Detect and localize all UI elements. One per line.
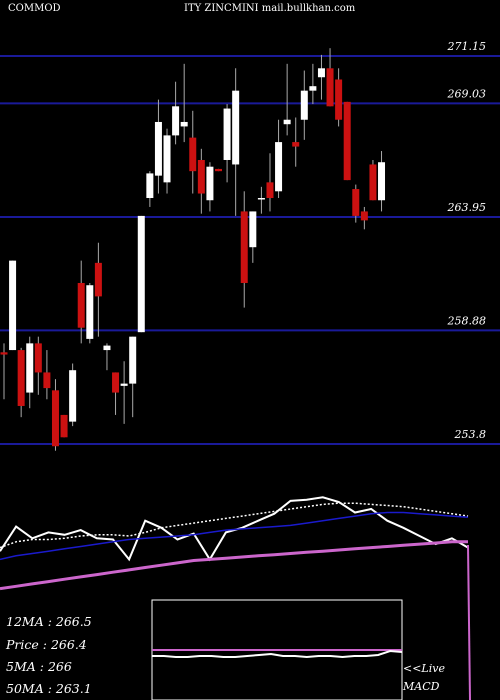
candle-down — [335, 79, 343, 120]
candle-up — [275, 142, 283, 192]
candle-down — [0, 352, 8, 355]
candle-down — [60, 414, 68, 438]
candle-up — [154, 121, 162, 176]
candle-up — [180, 121, 188, 127]
candle-up — [103, 345, 111, 351]
macd-panel — [151, 599, 403, 700]
candle-up — [206, 166, 214, 201]
candle-up — [378, 162, 386, 201]
chart-title-right: ITY ZINCMINI mail.bullkhan.com — [184, 3, 356, 14]
candle-down — [43, 372, 51, 389]
candle-down — [352, 189, 360, 216]
candle-up — [69, 370, 77, 422]
candle-up — [146, 173, 154, 199]
candle-down — [240, 211, 248, 283]
candle-up — [317, 68, 325, 78]
price-axis-labels: 271.15 269.03 263.95 258.88 253.8 — [447, 40, 487, 441]
candle-up — [9, 260, 17, 351]
candle-up — [86, 285, 94, 339]
candle-down — [77, 282, 85, 328]
candle-up — [26, 343, 34, 393]
candle-down — [266, 182, 274, 199]
candle-down — [369, 164, 377, 201]
candle-down — [189, 137, 197, 172]
candle-up — [249, 211, 257, 248]
indicator-line-ma-fast — [0, 502, 469, 549]
candle-up — [223, 108, 231, 160]
indicator-line-ma-slow — [0, 540, 468, 591]
candle-up — [283, 119, 291, 125]
candle-up — [172, 106, 180, 136]
candle-up — [232, 90, 240, 165]
candlestick-series — [0, 48, 386, 451]
candle-up — [129, 336, 137, 384]
stat-ma50: 50MA : 263.1 — [6, 681, 92, 696]
candle-down — [34, 343, 42, 373]
candle-down — [326, 68, 334, 107]
stat-ma5: 5MA : 266 — [6, 659, 72, 674]
indicator-drop-line — [467, 544, 471, 700]
candle-up — [120, 383, 128, 386]
indicator-line-ma-mid — [0, 511, 469, 561]
macd-label: <<Live MACD — [403, 662, 445, 693]
candle-up — [257, 198, 265, 200]
indicator-line-price — [0, 496, 469, 562]
candle-up — [137, 215, 145, 333]
candle-down — [292, 142, 300, 147]
stat-ma12: 12MA : 266.5 — [6, 614, 92, 629]
candle-down — [215, 168, 222, 172]
indicator-panel — [0, 496, 471, 700]
price-tick-label: 253.8 — [454, 428, 487, 441]
price-tick-label: 258.88 — [447, 314, 487, 327]
candle-down — [51, 390, 59, 447]
candle-down — [343, 101, 351, 181]
price-tick-label: 269.03 — [447, 87, 487, 100]
chart-title-left: COMMOD — [8, 3, 61, 14]
stat-price: Price : 266.4 — [6, 637, 87, 652]
price-tick-label: 271.15 — [447, 40, 487, 53]
candle-down — [360, 211, 368, 221]
candle-up — [163, 135, 171, 183]
price-tick-label: 263.95 — [447, 201, 487, 214]
candle-down — [112, 372, 120, 393]
candle-down — [94, 262, 102, 297]
candle-up — [300, 90, 308, 120]
candle-down — [17, 350, 25, 406]
candle-up — [309, 86, 317, 91]
candle-down — [197, 159, 205, 194]
macd-line — [152, 649, 403, 659]
